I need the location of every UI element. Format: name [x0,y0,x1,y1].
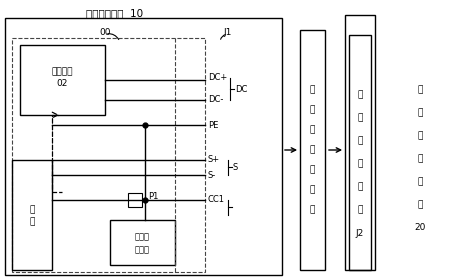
Text: 电: 电 [308,165,314,174]
Text: DC-: DC- [207,95,223,104]
Bar [299,30,325,270]
Text: P1: P1 [148,192,158,201]
Text: 车: 车 [308,85,314,95]
Text: 第一电动车辆  10: 第一电动车辆 10 [86,8,143,18]
Text: 车: 车 [308,125,314,134]
Bar [20,45,105,115]
Text: 辆: 辆 [416,200,422,209]
Text: DC: DC [235,85,247,94]
Text: 接: 接 [357,183,362,192]
Text: 电压检: 电压检 [134,232,149,241]
Bar [128,193,142,207]
Bar [5,18,281,275]
Text: 电源电路: 电源电路 [51,67,73,76]
Text: DC+: DC+ [207,74,227,83]
Text: S+: S+ [207,155,220,165]
Text: 充: 充 [357,137,362,146]
Text: 制: 制 [29,218,34,227]
Text: 动: 动 [416,155,422,164]
Text: CC1: CC1 [207,195,224,204]
Text: 电: 电 [357,160,362,169]
Text: 二: 二 [416,109,422,118]
Text: 第: 第 [357,90,362,99]
Text: 二: 二 [357,113,362,123]
Text: S: S [233,162,238,171]
Text: 车: 车 [416,178,422,186]
Text: 测电路: 测电路 [134,246,149,255]
Text: 充: 充 [308,146,314,155]
Bar [12,38,205,272]
Text: J1: J1 [224,28,232,37]
Text: S-: S- [207,171,216,179]
Text: 控: 控 [29,206,34,214]
Text: 20: 20 [414,223,425,232]
Bar [348,35,370,270]
Text: 00: 00 [99,28,111,37]
Bar [12,160,52,270]
Bar [344,15,374,270]
Bar [110,220,174,265]
Text: 束: 束 [308,206,314,214]
Text: 02: 02 [56,80,67,88]
Text: 第: 第 [416,85,422,95]
Text: PE: PE [207,120,218,129]
Text: 电: 电 [416,132,422,141]
Text: 线: 线 [308,186,314,195]
Text: J2: J2 [355,228,364,237]
Text: 对: 对 [308,106,314,115]
Text: 口: 口 [357,206,362,214]
